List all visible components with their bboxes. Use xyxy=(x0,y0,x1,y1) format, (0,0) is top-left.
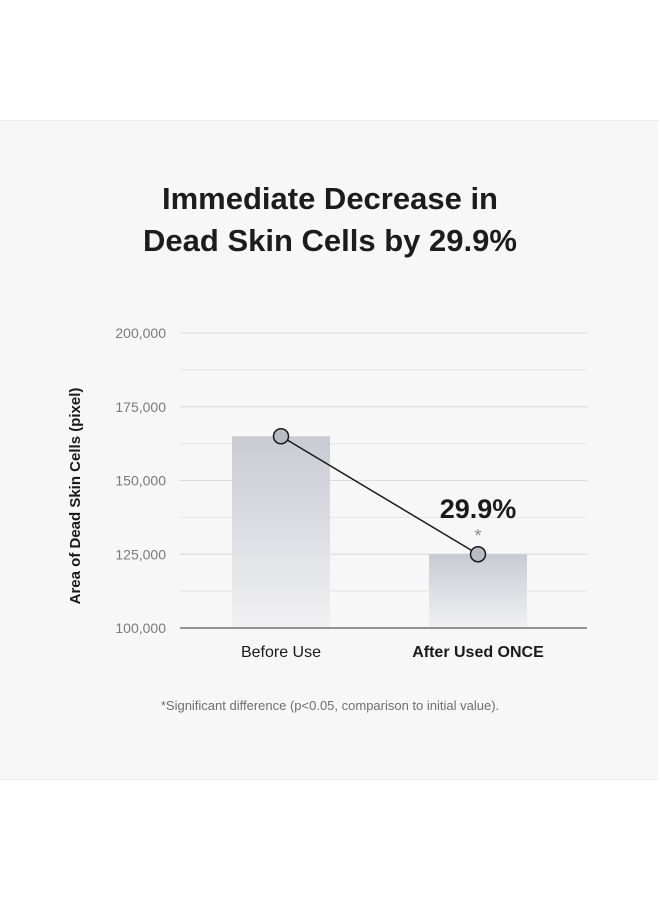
x-tick-label: After Used ONCE xyxy=(412,644,544,661)
axes: 200,000 175,000 150,000 125,000 100,000 Befor… xyxy=(115,325,587,661)
chart-title-line-1: Immediate Decrease in xyxy=(161,181,498,216)
y-tick-label: 150,000 xyxy=(115,473,166,489)
x-tick-label: Before Use xyxy=(241,644,321,661)
significance-marker: * xyxy=(474,526,481,546)
chart-title-line-2: Dead Skin Cells by 29.9% xyxy=(143,223,517,258)
trend-connector-line xyxy=(280,435,479,555)
bar-before-use xyxy=(232,436,330,628)
decrease-percent-label: 29.9% xyxy=(440,494,517,524)
bar-after-used-once xyxy=(429,554,527,628)
data-point-marker xyxy=(272,428,290,445)
footnote: *Significant difference (p<0.05, compari… xyxy=(160,698,500,713)
data-point-marker xyxy=(469,546,487,563)
y-tick-label: 175,000 xyxy=(115,399,166,415)
y-tick-label: 125,000 xyxy=(115,546,166,562)
bars xyxy=(232,436,527,628)
y-tick-label: 100,000 xyxy=(115,620,166,636)
y-axis-label: Area of Dead Skin Cells (pixel) xyxy=(67,388,84,605)
trend-line xyxy=(272,428,487,563)
chart-title: Immediate Decrease in Dead Skin Cells by… xyxy=(0,178,660,262)
y-tick-label: 200,000 xyxy=(115,325,166,341)
